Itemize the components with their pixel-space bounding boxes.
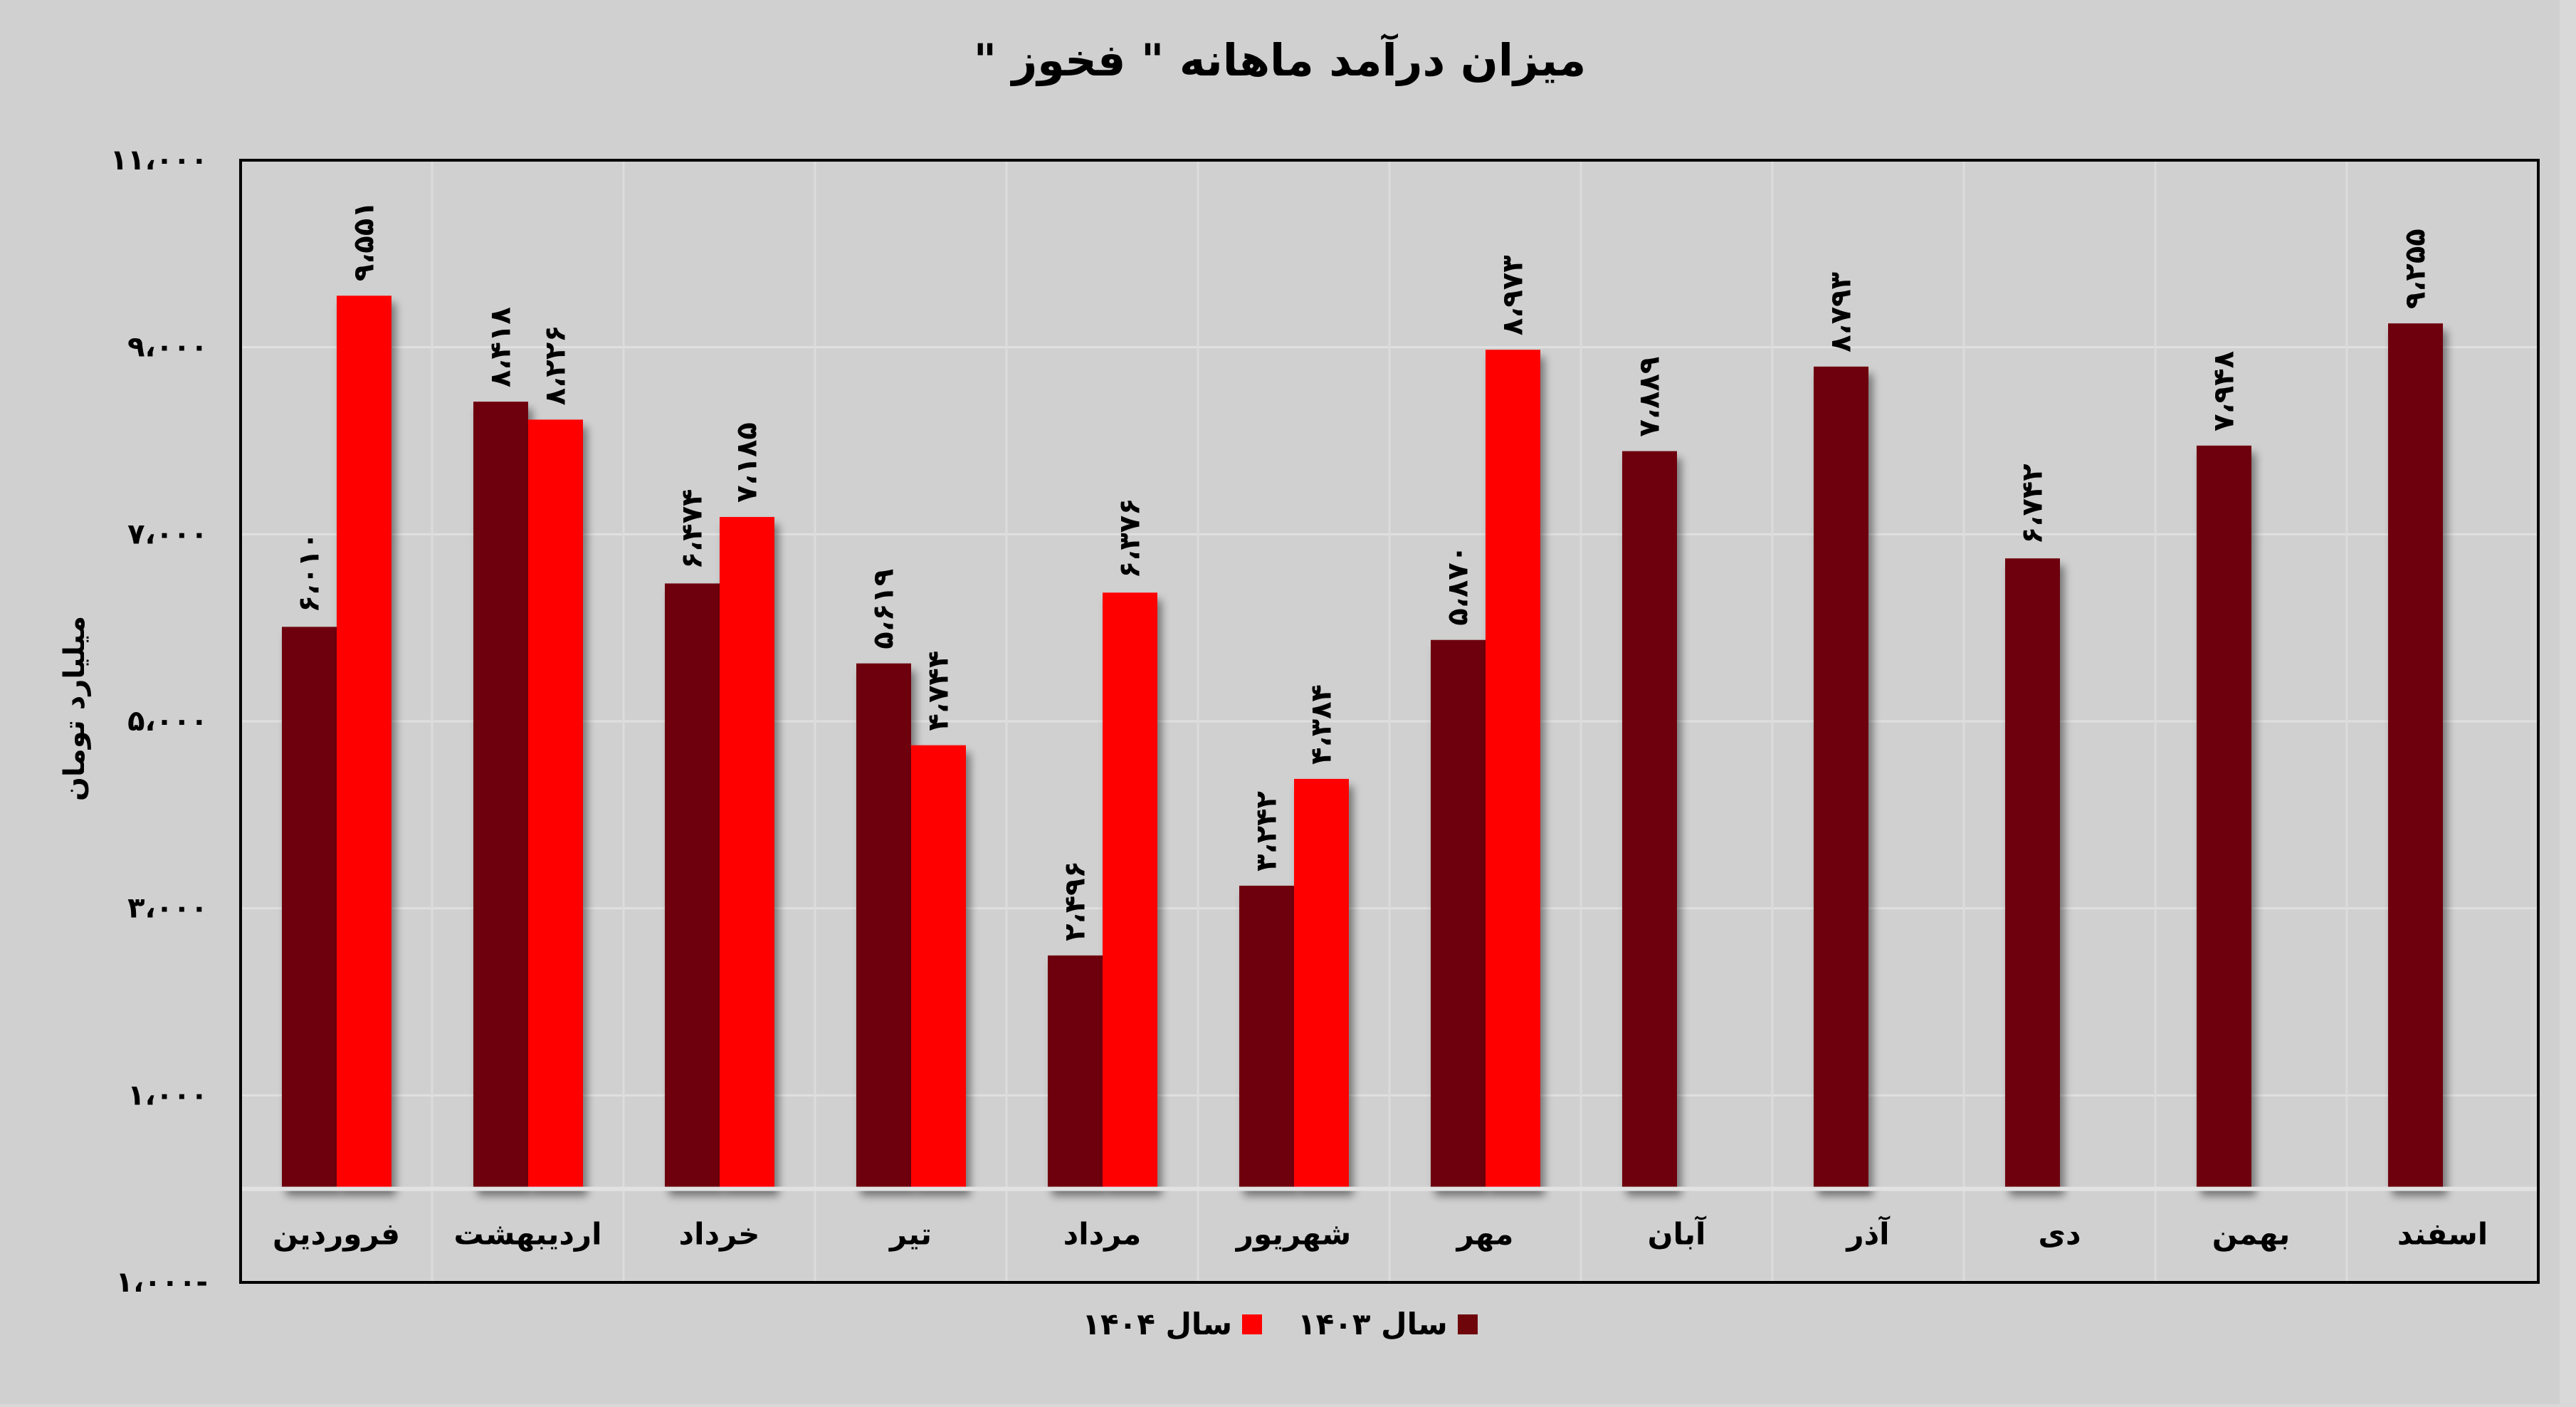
x-tick-label: بهمن [2212,1217,2290,1252]
bar-1403 [1814,366,1868,1189]
x-tick-label: آذر [1845,1216,1891,1252]
data-label: ۷،۹۴۸ [2208,351,2241,431]
bar-1404 [911,745,966,1189]
x-tick-label: آبان [1648,1216,1707,1252]
y-axis-ticks: ۱،۰۰۰- ۱،۰۰۰ ۳،۰۰۰ ۵،۰۰۰ ۷،۰۰۰ ۹،۰۰۰ ۱۱،۰۰۰ [110,144,208,1299]
x-tick-label: مهر [1456,1217,1514,1252]
data-label: ۳،۲۴۲ [1251,791,1283,872]
data-label: ۹،۲۵۵ [2399,229,2432,309]
bar-1403 [2388,323,2443,1189]
gridlines [241,160,2538,1282]
bar-1403 [1048,955,1103,1189]
data-label: ۷،۱۸۵ [731,422,764,503]
y-tick-label: ۱۱،۰۰۰ [110,144,208,177]
legend-swatch-1404 [1242,1314,1262,1334]
bar-1403 [1239,885,1294,1189]
bar-1403 [1622,451,1677,1189]
data-label: ۸،۲۲۶ [540,325,572,405]
bar-1403 [2005,558,2060,1189]
data-labels: ۶،۰۱۰ ۸،۴۱۸ ۶،۴۷۴ ۵،۶۱۹ ۲،۴۹۶ ۳،۲۴۲ ۵،۸۷۰ ۷،۸۸۹… [293,201,2432,941]
data-label: ۸،۴۱۸ [485,307,517,387]
chart-title: میزان درآمد ماهانه " فخوز " [973,34,1587,86]
data-label: ۷،۸۸۹ [1634,357,1666,437]
data-label: ۴،۳۸۴ [1305,684,1338,765]
x-tick-label: فروردین [273,1217,400,1252]
data-label: ۹،۵۵۱ [348,201,381,281]
y-tick-label: ۹،۰۰۰ [127,331,208,364]
x-tick-label: شهریور [1235,1217,1351,1252]
legend: سال ۱۴۰۳ سال ۱۴۰۴ [0,1307,2560,1341]
bar-1404 [1294,778,1349,1189]
data-label: ۸،۷۹۳ [1825,272,1858,352]
bar-1403 [665,583,720,1189]
bar-1404 [720,517,774,1189]
y-tick-label: ۳،۰۰۰ [127,892,208,925]
legend-item-1403: سال ۱۴۰۳ [1298,1307,1478,1341]
y-tick-label: ۵،۰۰۰ [127,705,208,738]
y-tick-label: ۷،۰۰۰ [127,518,208,550]
y-tick-label: ۱،۰۰۰- [116,1266,208,1299]
legend-swatch-1403 [1457,1314,1478,1334]
x-tick-label: اسفند [2397,1217,2488,1252]
bar-1404 [1103,592,1157,1189]
x-tick-label: اردیبهشت [454,1217,602,1252]
legend-label-1403: سال ۱۴۰۳ [1298,1307,1448,1341]
y-tick-label: ۱،۰۰۰ [127,1079,208,1112]
bar-1403 [282,627,337,1189]
bar-1404 [337,295,391,1189]
x-tick-label: دی [2038,1217,2081,1252]
data-label: ۴،۷۴۴ [922,651,955,731]
bar-1403 [473,402,528,1189]
data-label: ۲،۴۹۶ [1059,861,1092,941]
x-tick-label: مرداد [1063,1217,1142,1252]
data-label: ۶،۴۷۴ [676,489,709,570]
x-tick-label: خرداد [679,1217,760,1252]
bars [282,295,2443,1189]
data-label: ۵،۶۱۹ [868,569,900,649]
legend-label-1404: سال ۱۴۰۴ [1082,1307,1232,1341]
plot-frame [239,159,2540,1284]
bar-1403 [1431,639,1486,1189]
bar-1403 [856,663,911,1189]
bar-1404 [528,419,583,1189]
bar-1404 [1486,350,1540,1189]
data-label: ۶،۳۷۶ [1114,498,1147,578]
x-axis-labels: فروردین اردیبهشت خرداد تیر مرداد شهریور مهر آبا… [273,1216,2488,1252]
x-tick-label: تیر [888,1217,932,1252]
data-label: ۸،۹۷۳ [1497,255,1530,335]
data-label: ۶،۷۴۲ [2017,464,2049,544]
data-label: ۶،۰۱۰ [293,532,326,612]
legend-item-1404: سال ۱۴۰۴ [1082,1307,1262,1341]
bar-1403 [2197,445,2251,1189]
data-label: ۵،۸۷۰ [1442,545,1475,626]
